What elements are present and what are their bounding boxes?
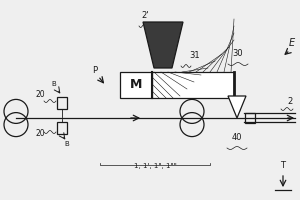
Text: B: B — [64, 141, 69, 147]
Text: 1, 1', 1", 1"": 1, 1', 1", 1"" — [134, 163, 176, 169]
Text: 40: 40 — [232, 133, 242, 142]
Text: B: B — [52, 81, 56, 87]
Bar — [57, 122, 67, 134]
Bar — [57, 97, 67, 109]
Polygon shape — [143, 22, 183, 68]
Text: M: M — [130, 78, 142, 92]
Text: 31: 31 — [189, 51, 200, 60]
Text: E: E — [289, 38, 295, 48]
Text: 2': 2' — [141, 11, 148, 20]
Bar — [152, 72, 234, 98]
Text: T: T — [280, 161, 285, 170]
Bar — [120, 72, 152, 98]
Text: 20: 20 — [35, 129, 45, 138]
Text: 2: 2 — [287, 97, 292, 106]
Bar — [245, 112, 255, 122]
Text: P: P — [92, 66, 98, 75]
Text: 20: 20 — [35, 90, 45, 99]
Polygon shape — [228, 96, 246, 118]
Text: 30: 30 — [232, 49, 243, 58]
